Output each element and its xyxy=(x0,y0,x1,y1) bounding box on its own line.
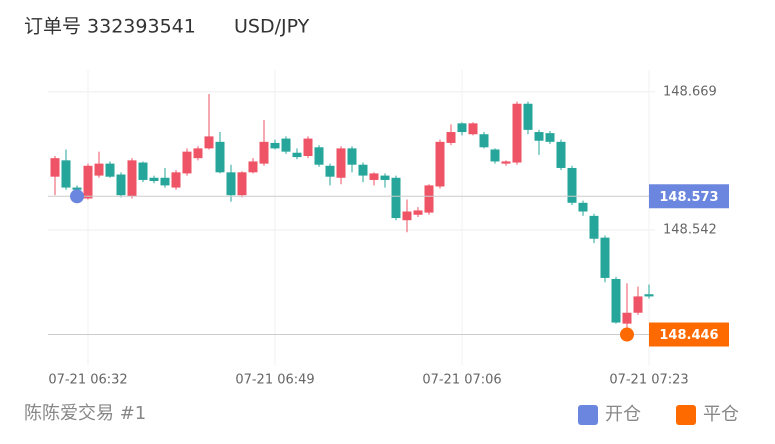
candle-body xyxy=(281,138,291,152)
candle-body xyxy=(336,148,346,178)
candle-body xyxy=(512,103,522,163)
candle-body xyxy=(237,172,247,196)
candle-body xyxy=(138,162,148,180)
candle-body xyxy=(325,165,335,177)
x-tick-label: 07-21 06:32 xyxy=(48,373,127,388)
candle-body xyxy=(457,123,467,133)
y-tick-label: 148.669 xyxy=(663,84,717,99)
candle-body xyxy=(116,174,126,196)
candle-body xyxy=(424,185,434,213)
candle-body xyxy=(490,149,500,162)
candle-body xyxy=(270,142,280,149)
candle-body xyxy=(446,132,456,143)
candle-body xyxy=(259,141,269,164)
candle-body xyxy=(435,141,445,187)
candle-body xyxy=(182,151,192,174)
candle-body xyxy=(193,148,203,159)
candle-body xyxy=(468,123,478,135)
candle-body xyxy=(589,215,599,239)
marker-label-box xyxy=(649,322,729,347)
candle-body xyxy=(149,177,159,182)
candle-body xyxy=(600,237,610,278)
candle-body xyxy=(545,133,555,142)
candle-body xyxy=(72,187,82,190)
candle-body xyxy=(226,172,236,196)
candle-body xyxy=(633,296,643,313)
candle-body xyxy=(61,160,71,188)
candle-body xyxy=(83,165,93,199)
candle-body xyxy=(534,132,544,141)
x-tick-label: 07-21 06:49 xyxy=(235,373,314,388)
candle-body xyxy=(160,177,170,186)
marker-point xyxy=(620,327,634,342)
candle-body xyxy=(94,163,104,176)
candle-body xyxy=(644,294,654,297)
candle-body xyxy=(413,210,423,215)
marker-label: 148.446 xyxy=(659,328,718,343)
candle-body xyxy=(578,202,588,212)
candle-body xyxy=(171,172,181,188)
candle-body xyxy=(248,161,258,173)
marker-point xyxy=(70,189,84,204)
candle-body xyxy=(358,164,368,176)
candle-body xyxy=(501,161,511,164)
candle-body xyxy=(127,160,137,197)
legend-label: 平仓 xyxy=(703,404,739,425)
candle-body xyxy=(369,173,379,180)
candle-body xyxy=(215,141,225,173)
candle-body xyxy=(105,163,115,177)
footer: 陈陈爱交易 #1 xyxy=(24,403,146,424)
candle-body xyxy=(622,312,632,324)
candle-body xyxy=(567,167,577,203)
candle-body xyxy=(292,152,302,158)
candle-body xyxy=(611,279,621,323)
marker-label-box xyxy=(649,184,729,209)
legend-swatch xyxy=(578,405,598,425)
candle-body xyxy=(204,136,214,149)
candle-body xyxy=(523,103,533,130)
x-tick-label: 07-21 07:23 xyxy=(609,373,688,388)
candle-body xyxy=(303,138,313,156)
candle-body xyxy=(479,134,489,148)
marker-label: 148.573 xyxy=(659,190,718,205)
candle-body xyxy=(50,158,60,177)
candle-body xyxy=(556,141,566,168)
legend-swatch xyxy=(676,405,696,425)
candle-body xyxy=(347,148,357,165)
y-tick-label: 148.542 xyxy=(663,223,717,238)
candle-body xyxy=(391,177,401,219)
candle-body xyxy=(314,147,324,165)
x-tick-label: 07-21 07:06 xyxy=(422,373,501,388)
order-number: 订单号 332393541 xyxy=(24,16,196,38)
candle-body xyxy=(402,211,412,221)
legend-label: 开仓 xyxy=(605,404,641,425)
symbol: USD/JPY xyxy=(234,16,310,38)
candle-body xyxy=(380,175,390,180)
